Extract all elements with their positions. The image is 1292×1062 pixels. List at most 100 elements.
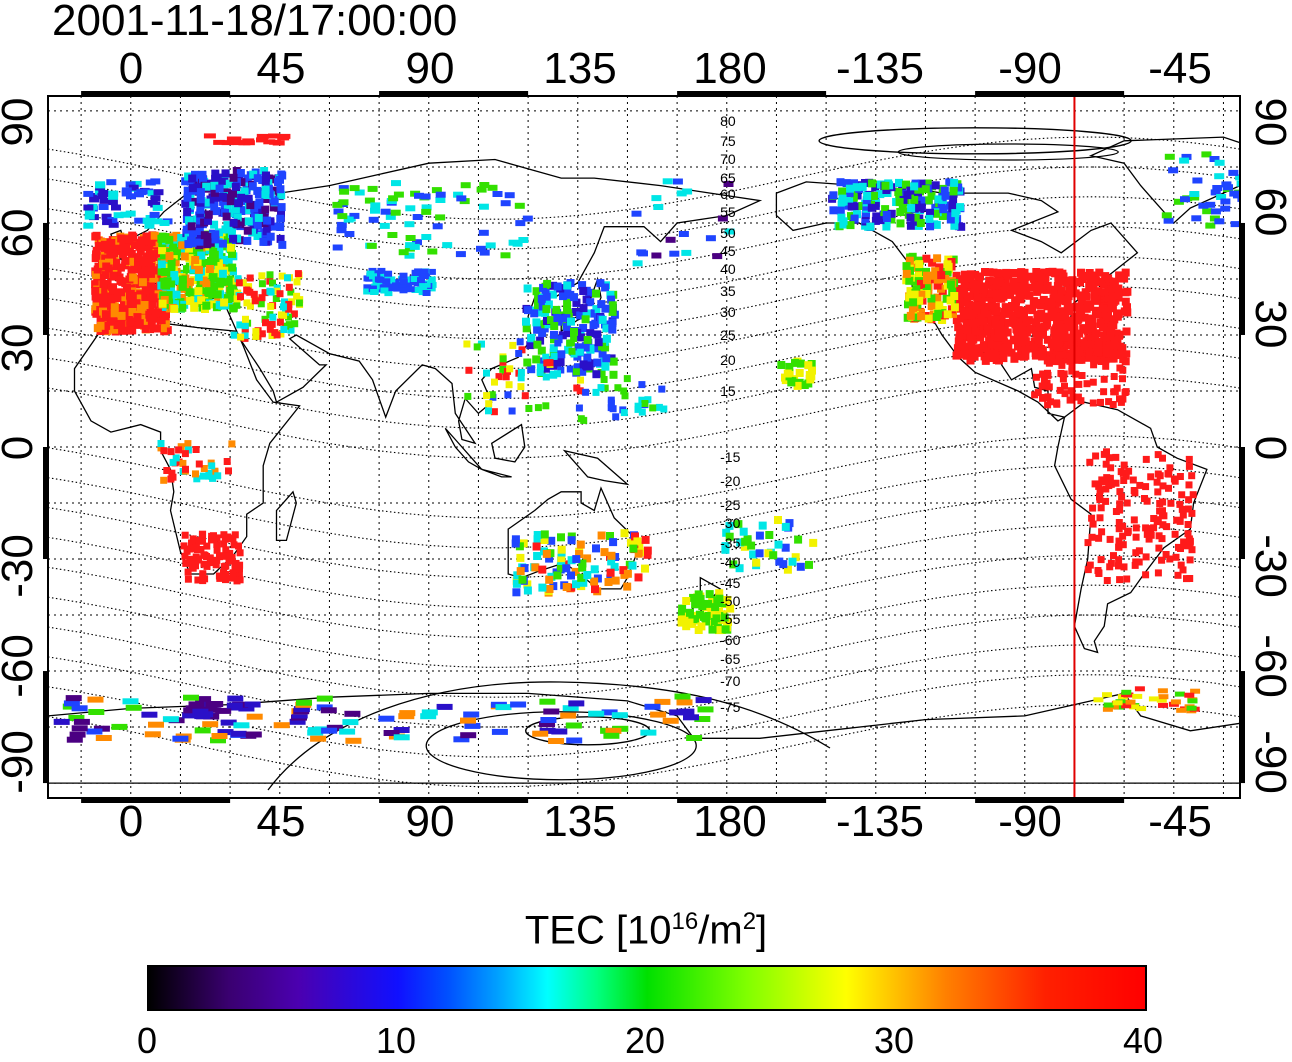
tec-cell xyxy=(1088,322,1097,331)
tec-cell xyxy=(226,702,243,709)
tec-cell xyxy=(579,304,588,313)
tec-cell xyxy=(1119,541,1127,549)
tec-cell xyxy=(126,299,135,307)
tec-cell xyxy=(1148,696,1159,702)
tec-cell xyxy=(547,316,555,325)
top-lon-tick: -135 xyxy=(835,44,925,93)
tec-cell xyxy=(142,232,151,241)
tec-cell xyxy=(537,294,546,303)
tec-cell xyxy=(453,191,464,198)
tec-cell xyxy=(125,181,136,188)
tec-cell xyxy=(1147,473,1155,481)
tec-cell xyxy=(196,195,205,204)
tec-cell xyxy=(1150,524,1158,532)
tec-cell xyxy=(419,282,428,289)
tec-cell xyxy=(380,208,391,215)
tec-cell xyxy=(233,722,250,729)
tec-cell xyxy=(1097,504,1105,512)
tec-cell xyxy=(97,193,108,200)
tec-cell xyxy=(931,267,940,276)
tec-cell xyxy=(1072,370,1080,378)
tec-cell xyxy=(909,298,918,307)
tec-cell xyxy=(1119,469,1127,477)
tec-cell xyxy=(185,288,194,297)
tec-cell xyxy=(887,215,896,224)
tec-cell xyxy=(1212,185,1223,191)
tec-cell xyxy=(973,293,982,302)
tec-cell xyxy=(374,270,383,277)
tec-cell xyxy=(237,333,245,341)
tec-cell xyxy=(660,405,668,413)
tec-cell xyxy=(199,276,208,285)
tec-cell xyxy=(390,209,401,216)
tec-cell xyxy=(1230,221,1240,228)
tec-cell xyxy=(363,288,372,295)
tec-cell xyxy=(1040,377,1048,384)
tec-cell xyxy=(956,314,965,323)
tec-cell xyxy=(607,396,615,404)
tec-cell xyxy=(536,308,545,317)
tec-cell xyxy=(953,344,962,353)
tec-cell xyxy=(104,321,113,330)
tec-cell xyxy=(221,225,230,234)
tec-cell xyxy=(582,388,590,396)
tec-cell xyxy=(991,307,1000,316)
tec-cell xyxy=(270,197,279,206)
tec-cell xyxy=(542,353,550,361)
tec-cell xyxy=(905,276,914,285)
tec-cell xyxy=(871,183,880,192)
tec-cell xyxy=(427,248,438,255)
tec-cell xyxy=(609,405,617,413)
tec-cell xyxy=(95,182,106,189)
magnetic-latitude-contour xyxy=(48,435,1240,519)
tec-cell xyxy=(235,173,244,182)
tec-cell xyxy=(211,169,220,178)
tec-cell xyxy=(108,190,119,197)
tec-cell xyxy=(109,260,118,269)
tec-cell xyxy=(181,199,190,208)
tec-cell xyxy=(153,189,164,196)
tec-cell xyxy=(1081,288,1090,297)
tec-cell xyxy=(741,537,750,546)
tec-cell xyxy=(704,599,713,608)
tec-cell xyxy=(1040,268,1049,277)
tec-cell xyxy=(278,133,291,139)
tec-cell xyxy=(601,709,618,716)
tec-cell xyxy=(861,215,870,224)
tec-cell xyxy=(956,203,965,212)
tec-cell xyxy=(1185,481,1193,489)
colorbar-tick: 0 xyxy=(136,1020,158,1061)
tec-cell xyxy=(212,561,220,569)
tec-cell xyxy=(234,199,243,208)
tec-cell xyxy=(643,550,652,559)
tec-cell xyxy=(1175,543,1182,551)
tec-cell xyxy=(98,190,109,196)
tec-cell xyxy=(574,363,582,372)
tec-cell xyxy=(959,306,968,315)
tec-cell xyxy=(157,234,166,243)
tec-cell xyxy=(592,289,600,298)
tec-cell xyxy=(1026,341,1035,350)
tec-cell xyxy=(277,191,286,200)
tec-cell xyxy=(517,374,525,382)
tec-cell xyxy=(550,330,558,339)
tec-cell xyxy=(420,268,429,275)
contour-label: -60 xyxy=(720,632,740,648)
tec-cell xyxy=(167,448,175,456)
tec-cell xyxy=(393,727,410,733)
tec-cell xyxy=(178,282,187,291)
tec-cell xyxy=(1124,527,1132,535)
tec-cell xyxy=(223,278,232,287)
tec-cell xyxy=(1099,280,1108,289)
tec-cell xyxy=(213,139,226,145)
tec-cell xyxy=(552,305,561,314)
tec-cell xyxy=(1237,195,1240,202)
top-lon-tick: 90 xyxy=(405,44,455,93)
tec-cell xyxy=(1171,477,1179,485)
tec-cell xyxy=(689,593,698,602)
tec-cell xyxy=(538,565,547,574)
tec-cell xyxy=(272,140,285,146)
tec-cell xyxy=(575,550,584,558)
tec-cell xyxy=(966,356,975,365)
tec-cell xyxy=(1049,312,1058,321)
